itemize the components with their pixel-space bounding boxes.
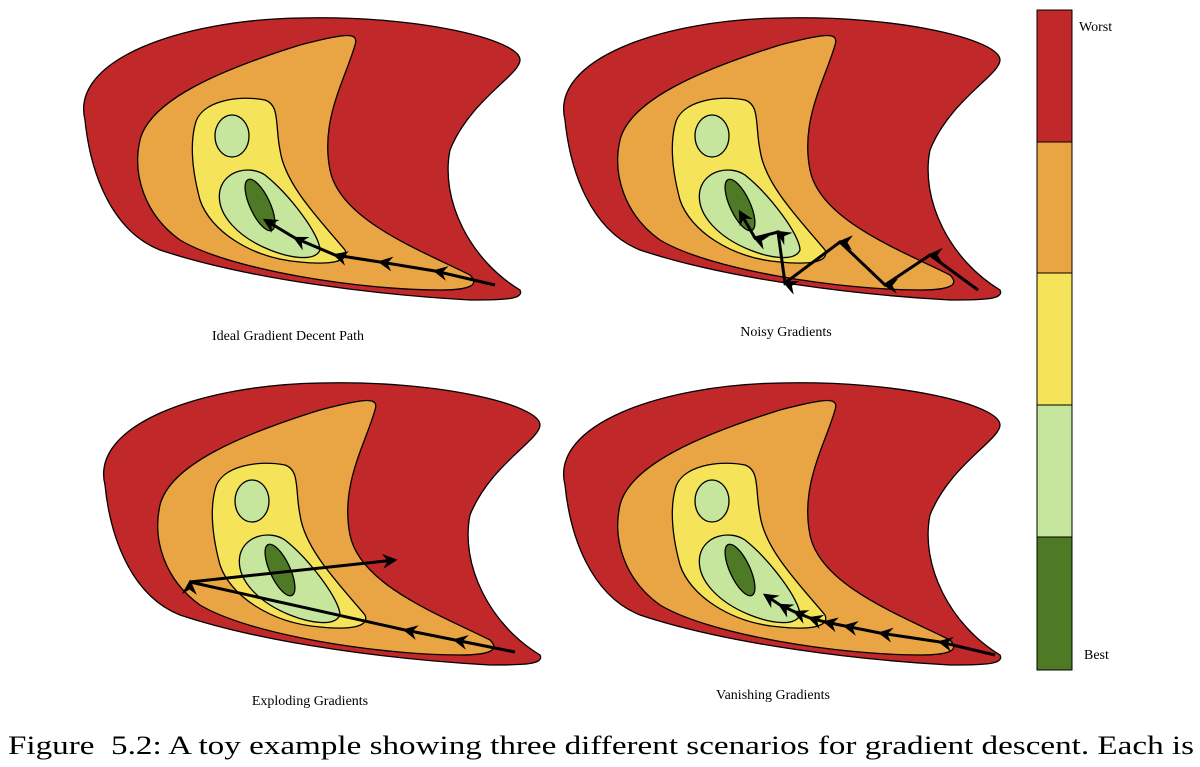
descent-path: [181, 553, 516, 654]
descent-path: [762, 593, 996, 657]
descent-path: [262, 218, 496, 287]
panel-title: Noisy Gradients: [740, 325, 831, 340]
descent-path: [738, 209, 979, 295]
caption: Figure 5.2: A toy example showing three …: [8, 731, 1194, 760]
landscape: [82, 17, 522, 301]
landscape: [562, 382, 1002, 666]
colorbar-segment: [1036, 404, 1073, 538]
colorbar-segment: [1036, 272, 1073, 406]
colorbar-segment: [1036, 9, 1073, 143]
colorbar-segment: [1036, 141, 1073, 274]
landscape: [102, 382, 542, 666]
panel-title: Exploding Gradients: [252, 694, 368, 709]
colorbar: [1036, 9, 1073, 671]
colorbar-top-label: Worst: [1079, 20, 1112, 35]
colorbar-segment: [1036, 536, 1073, 671]
panel-title: Ideal Gradient Decent Path: [212, 329, 364, 344]
panel-title: Vanishing Gradients: [716, 688, 830, 703]
colorbar-bottom-label: Best: [1084, 648, 1109, 663]
